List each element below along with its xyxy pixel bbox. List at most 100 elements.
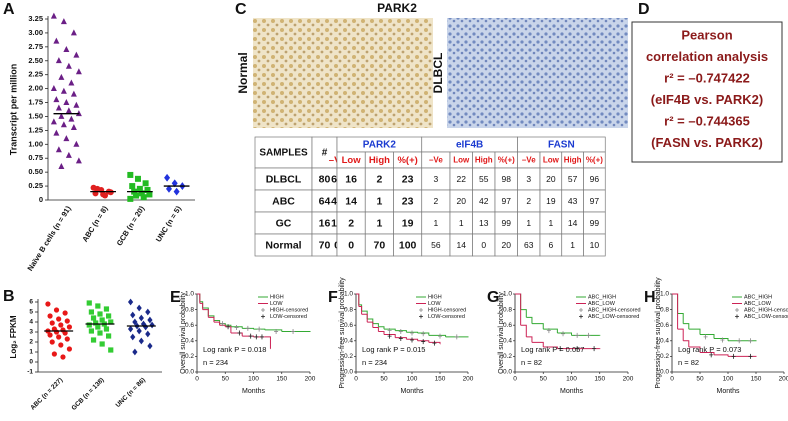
panel-letter: C xyxy=(235,1,247,18)
legend-label: LOW-censored xyxy=(270,314,307,320)
legend-label: ABC_LOW-censored xyxy=(588,314,639,320)
y-tick-label: 0.6 xyxy=(344,322,353,329)
survival-step xyxy=(367,318,374,324)
y-tick-label: 2.00 xyxy=(28,84,43,93)
legend-label: HIGH xyxy=(428,294,442,300)
dot xyxy=(108,347,114,353)
table-text: 20 xyxy=(502,240,512,250)
survival-step xyxy=(557,332,572,336)
y-tick-label: 0 xyxy=(29,359,33,366)
y-tick-label: 0.2 xyxy=(503,353,512,360)
table-text: GC xyxy=(276,217,292,229)
censor-mark xyxy=(546,328,551,334)
dot xyxy=(129,183,136,190)
table-text: 1 xyxy=(376,195,382,207)
dot xyxy=(97,311,103,317)
table-text: 19 xyxy=(546,196,556,206)
legend-label: HIGH-censored xyxy=(428,307,466,313)
y-tick-label: 1.0 xyxy=(344,291,353,298)
table-text: 2 xyxy=(526,196,531,206)
dot xyxy=(63,98,70,105)
panel-letter: B xyxy=(3,288,15,305)
censor-mark xyxy=(291,328,296,334)
legend-label: HIGH xyxy=(270,294,284,300)
correlation-text: Pearson xyxy=(681,27,732,42)
y-axis-label: Overall survival probability xyxy=(498,292,505,374)
y-tick-label: 4 xyxy=(29,319,33,326)
dot xyxy=(138,314,144,322)
y-tick-label: 0.25 xyxy=(28,181,43,190)
legend-swatch xyxy=(419,314,423,319)
dot xyxy=(64,318,70,324)
panel-letter: H xyxy=(644,289,656,306)
dot xyxy=(68,115,75,122)
censor-mark xyxy=(234,325,239,331)
table-text: 14 xyxy=(457,240,467,250)
dot xyxy=(55,146,62,153)
x-tick-label: 50 xyxy=(380,376,388,383)
dot xyxy=(70,90,77,97)
y-tick-label: 0.75 xyxy=(28,153,43,162)
table-text: 97 xyxy=(502,196,512,206)
censor-mark xyxy=(731,353,736,359)
x-tick-label: ABC (n = 227) xyxy=(29,377,64,412)
table-text: 99 xyxy=(502,218,512,228)
survival-step xyxy=(361,313,368,323)
table-text: 20 xyxy=(546,174,556,184)
dot xyxy=(138,337,144,345)
dot xyxy=(165,184,172,193)
survival-step xyxy=(395,330,407,333)
dot xyxy=(90,315,97,321)
survival-step xyxy=(417,340,430,343)
legend-swatch xyxy=(735,308,739,312)
table-cell xyxy=(583,233,606,257)
table-text: Low xyxy=(453,156,470,165)
dot xyxy=(50,118,57,125)
y-tick-label: 0.50 xyxy=(28,167,43,176)
table-text: 20 xyxy=(457,196,467,206)
y-axis-label: Progression-free survival probability xyxy=(339,277,346,389)
censor-mark xyxy=(226,324,231,330)
table-text: 63 xyxy=(524,240,534,250)
image-label: DLBCL xyxy=(431,53,445,94)
table-text: 6 xyxy=(549,240,554,250)
dot xyxy=(70,29,77,36)
dot xyxy=(136,185,143,192)
y-tick-label: 0.4 xyxy=(660,338,669,345)
survival-step xyxy=(714,337,729,341)
dot xyxy=(103,306,110,312)
dot xyxy=(88,328,95,334)
survival-step xyxy=(428,341,441,344)
survival-step xyxy=(683,323,690,330)
dot xyxy=(90,337,97,343)
dot xyxy=(63,46,70,53)
dot xyxy=(73,51,80,58)
dot xyxy=(58,112,65,119)
table-text: 42 xyxy=(479,196,489,206)
dot xyxy=(75,157,82,164)
survival-step xyxy=(520,324,527,337)
dot xyxy=(144,186,151,193)
survival-step xyxy=(700,334,715,339)
table-text: 64 xyxy=(319,195,331,207)
table-text: %(+) xyxy=(397,155,417,166)
y-tick-label: 0.8 xyxy=(344,306,353,313)
dot xyxy=(130,311,136,319)
dot xyxy=(62,310,68,316)
survival-step xyxy=(213,321,221,326)
table-text: 98 xyxy=(502,174,512,184)
x-tick-label: UNC (n = 5) xyxy=(154,204,183,244)
table-text: SAMPLES xyxy=(259,148,308,159)
table-text: 80 xyxy=(319,173,331,185)
dot xyxy=(147,342,153,350)
y-tick-label: 0.2 xyxy=(185,353,194,360)
y-tick-label: 1 xyxy=(29,349,33,356)
dot xyxy=(58,322,64,328)
dot xyxy=(53,307,60,313)
dot xyxy=(53,129,60,136)
survival-step xyxy=(219,324,226,327)
dot xyxy=(60,18,67,25)
censor-mark xyxy=(259,334,264,340)
dot xyxy=(127,298,134,306)
